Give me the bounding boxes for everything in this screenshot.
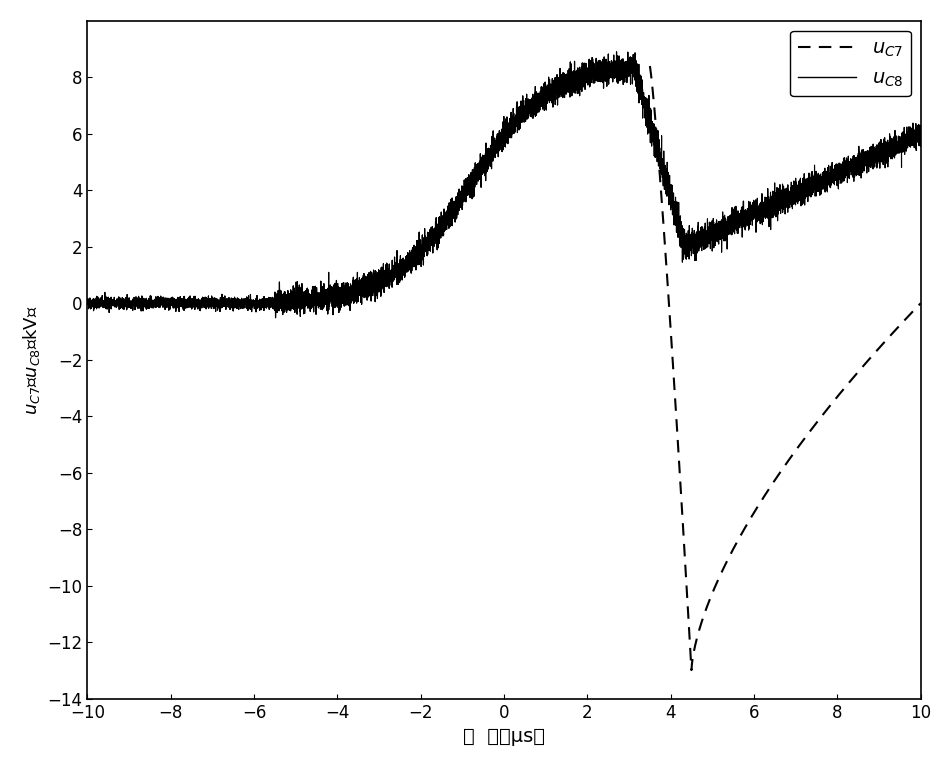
X-axis label: 时  间（μs）: 时 间（μs） bbox=[463, 727, 545, 746]
Y-axis label: $u_{C7}$，$u_{C8}$（kV）: $u_{C7}$，$u_{C8}$（kV） bbox=[21, 305, 42, 415]
Legend: $u_{C7}$, $u_{C8}$: $u_{C7}$, $u_{C8}$ bbox=[790, 31, 911, 97]
